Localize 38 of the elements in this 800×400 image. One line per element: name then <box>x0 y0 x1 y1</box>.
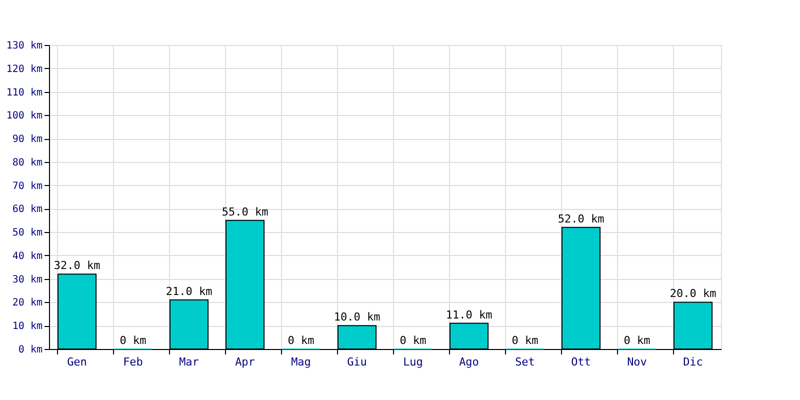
data-label: 0 km <box>120 334 147 347</box>
x-tick-label: Nov <box>627 356 648 368</box>
y-tick-label: 60 km <box>12 204 42 216</box>
y-tick-label: 100 km <box>6 110 42 122</box>
data-label: 0 km <box>400 334 427 347</box>
data-label: 11.0 km <box>446 308 493 322</box>
x-tick-label: Gen <box>67 356 87 368</box>
y-tick-label: 130 km <box>6 40 42 52</box>
y-tick-label: 90 km <box>12 134 42 146</box>
data-label: 0 km <box>512 334 539 347</box>
x-tick-label: Mar <box>179 356 200 368</box>
data-label: 52.0 km <box>558 212 605 226</box>
y-tick-label: 0 km <box>18 344 42 356</box>
y-tick-label: 120 km <box>6 64 42 75</box>
y-tick-label: 30 km <box>12 274 42 286</box>
x-tick-label: Dic <box>683 356 703 368</box>
y-tick-label: 80 km <box>12 157 42 168</box>
data-label: 55.0 km <box>222 205 269 218</box>
x-tick-label: Lug <box>403 356 423 368</box>
x-tick-label: Ott <box>571 356 591 368</box>
data-label: 0 km <box>288 334 315 347</box>
data-label: 32.0 km <box>54 259 101 272</box>
x-tick-label: Apr <box>235 356 256 368</box>
y-tick-label: 70 km <box>12 180 42 192</box>
data-label: 0 km <box>624 334 651 347</box>
x-tick-label: Feb <box>123 356 143 368</box>
x-tick-label: Giu <box>347 356 367 368</box>
y-tick-label: 110 km <box>6 87 42 98</box>
y-tick-label: 10 km <box>12 321 42 332</box>
x-tick-label: Ago <box>459 356 479 368</box>
x-tick-label: Set <box>515 356 535 368</box>
y-tick-label: 20 km <box>12 298 42 309</box>
data-label: 10.0 km <box>334 310 381 324</box>
x-tick-label: Mag <box>291 356 311 368</box>
data-label: 20.0 km <box>670 287 717 300</box>
y-tick-label: 40 km <box>12 250 42 262</box>
y-tick-label: 50 km <box>12 228 42 239</box>
data-label: 21.0 km <box>166 284 213 298</box>
